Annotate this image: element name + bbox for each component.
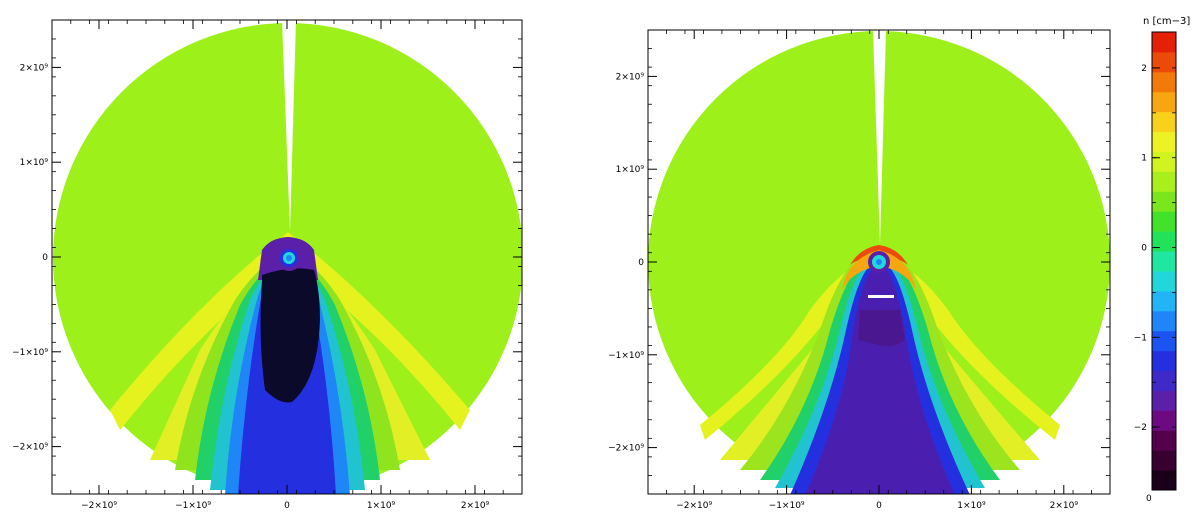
right-gap-streak bbox=[868, 295, 894, 298]
colorbar-tick-label: 2 bbox=[1141, 64, 1147, 74]
right-y-tick-label: 2×10⁹ bbox=[616, 72, 645, 82]
left-x-tick-label: −1×10⁹ bbox=[175, 501, 211, 511]
colorbar-band bbox=[1152, 430, 1176, 451]
colorbar-band bbox=[1152, 251, 1176, 272]
left-y-tick-label: −2×10⁹ bbox=[12, 443, 48, 453]
colorbar-band bbox=[1152, 410, 1176, 431]
colorbar-tick-label: −2 bbox=[1134, 423, 1147, 433]
left-x-tick-label: 1×10⁹ bbox=[367, 501, 396, 511]
right-x-tick-label: 1×10⁹ bbox=[957, 501, 986, 511]
left-axes: −2×10⁹ −1×10⁹ 0 1×10⁹ 2×10⁹ 2×10⁹ 1×10⁹ 0 −1×10⁹… bbox=[12, 19, 523, 511]
right-wake-violet bbox=[805, 270, 955, 494]
left-x-tick-label: −2×10⁹ bbox=[81, 501, 117, 511]
colorbar-band bbox=[1152, 51, 1176, 73]
right-y-tick-label: −2×10⁹ bbox=[608, 444, 644, 454]
right-y-tick-label: −1×10⁹ bbox=[608, 351, 644, 361]
right-panel: −2×10⁹ −1×10⁹ 0 1×10⁹ 2×10⁹ 2×10⁹ 1×10⁹ 0 −1×10⁹… bbox=[608, 29, 1111, 511]
colorbar-band bbox=[1152, 71, 1176, 93]
colorbar-band bbox=[1152, 450, 1176, 471]
colorbar-band bbox=[1152, 191, 1176, 212]
colorbar-band bbox=[1152, 270, 1176, 292]
right-density-map bbox=[648, 30, 1110, 494]
left-wake-core bbox=[260, 268, 320, 403]
colorbar-tick-label: 0 bbox=[1141, 244, 1147, 254]
left-panel: −2×10⁹ −1×10⁹ 0 1×10⁹ 2×10⁹ 2×10⁹ 1×10⁹ 0 −1×10⁹… bbox=[12, 19, 523, 511]
right-star-center bbox=[876, 259, 882, 265]
colorbar-band bbox=[1152, 370, 1176, 391]
left-polar-wedge bbox=[282, 20, 296, 232]
left-y-tick-label: −1×10⁹ bbox=[12, 348, 48, 358]
left-bow-arm bbox=[110, 232, 470, 430]
right-bow-shock-orange bbox=[842, 250, 916, 290]
colorbar-band bbox=[1152, 470, 1176, 491]
right-x-tick-label: 2×10⁹ bbox=[1050, 501, 1079, 511]
right-x-tick-label: −2×10⁹ bbox=[676, 501, 712, 511]
colorbar-band bbox=[1152, 211, 1176, 232]
right-y-tick-label: 0 bbox=[638, 258, 644, 268]
colorbar-band bbox=[1152, 290, 1176, 312]
colorbar-band bbox=[1152, 91, 1176, 113]
colorbar-band bbox=[1152, 350, 1176, 372]
colorbar-band bbox=[1152, 111, 1176, 133]
colorbar-title: n [cm−3] bbox=[1143, 16, 1190, 27]
right-axes: −2×10⁹ −1×10⁹ 0 1×10⁹ 2×10⁹ 2×10⁹ 1×10⁹ 0 −1×10⁹… bbox=[608, 29, 1111, 511]
right-y-tick-label: 1×10⁹ bbox=[616, 165, 645, 175]
left-y-tick-label: 1×10⁹ bbox=[20, 158, 49, 168]
colorbar-frame bbox=[1151, 31, 1177, 491]
colorbar-bands bbox=[1152, 32, 1176, 491]
colorbar-band bbox=[1152, 32, 1176, 53]
left-y-tick-label: 0 bbox=[42, 253, 48, 263]
left-density-map bbox=[53, 20, 522, 494]
left-y-tick-label: 2×10⁹ bbox=[20, 63, 49, 73]
colorbar-band bbox=[1152, 151, 1176, 172]
colorbar: n [cm−3] 2 1 0 −1 −2 0 bbox=[1134, 16, 1191, 504]
colorbar-tick-label: −1 bbox=[1134, 333, 1147, 343]
colorbar-band bbox=[1152, 131, 1176, 152]
colorbar-band bbox=[1152, 231, 1176, 252]
right-x-tick-label: −1×10⁹ bbox=[769, 501, 805, 511]
colorbar-bottom-label: 0 bbox=[1146, 494, 1152, 504]
right-polar-wedge bbox=[873, 30, 886, 245]
right-x-tick-label: 0 bbox=[876, 501, 882, 511]
colorbar-band bbox=[1152, 171, 1176, 192]
colorbar-ticks: 2 1 0 −1 −2 bbox=[1134, 64, 1176, 473]
left-star-center bbox=[286, 255, 292, 261]
left-x-tick-label: 0 bbox=[284, 501, 290, 511]
left-x-tick-label: 2×10⁹ bbox=[461, 501, 490, 511]
colorbar-band bbox=[1152, 330, 1176, 352]
colorbar-tick-label: 1 bbox=[1141, 154, 1147, 164]
right-wake-dark-patch bbox=[858, 310, 905, 347]
colorbar-band bbox=[1152, 310, 1176, 332]
colorbar-band bbox=[1152, 390, 1176, 411]
